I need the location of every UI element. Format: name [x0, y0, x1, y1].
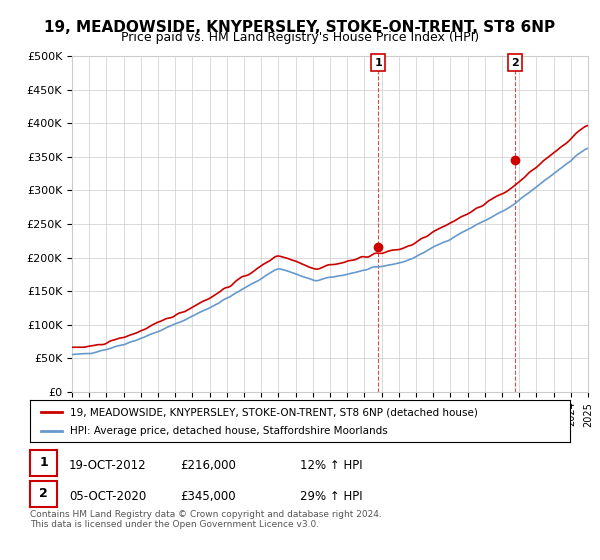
Text: 2: 2: [39, 487, 48, 500]
Text: 1: 1: [374, 58, 382, 68]
Text: Price paid vs. HM Land Registry's House Price Index (HPI): Price paid vs. HM Land Registry's House …: [121, 31, 479, 44]
Text: 19, MEADOWSIDE, KNYPERSLEY, STOKE-ON-TRENT, ST8 6NP: 19, MEADOWSIDE, KNYPERSLEY, STOKE-ON-TRE…: [44, 20, 556, 35]
Text: 12% ↑ HPI: 12% ↑ HPI: [300, 459, 362, 472]
Text: £216,000: £216,000: [180, 459, 236, 472]
Text: 1: 1: [39, 456, 48, 469]
Text: 2: 2: [511, 58, 519, 68]
Text: 05-OCT-2020: 05-OCT-2020: [69, 489, 146, 502]
Text: Contains HM Land Registry data © Crown copyright and database right 2024.
This d: Contains HM Land Registry data © Crown c…: [30, 510, 382, 529]
Text: HPI: Average price, detached house, Staffordshire Moorlands: HPI: Average price, detached house, Staf…: [71, 426, 388, 436]
Text: 19-OCT-2012: 19-OCT-2012: [69, 459, 146, 472]
Text: 19, MEADOWSIDE, KNYPERSLEY, STOKE-ON-TRENT, ST8 6NP (detached house): 19, MEADOWSIDE, KNYPERSLEY, STOKE-ON-TRE…: [71, 407, 478, 417]
Text: £345,000: £345,000: [180, 489, 236, 502]
Text: 29% ↑ HPI: 29% ↑ HPI: [300, 489, 362, 502]
